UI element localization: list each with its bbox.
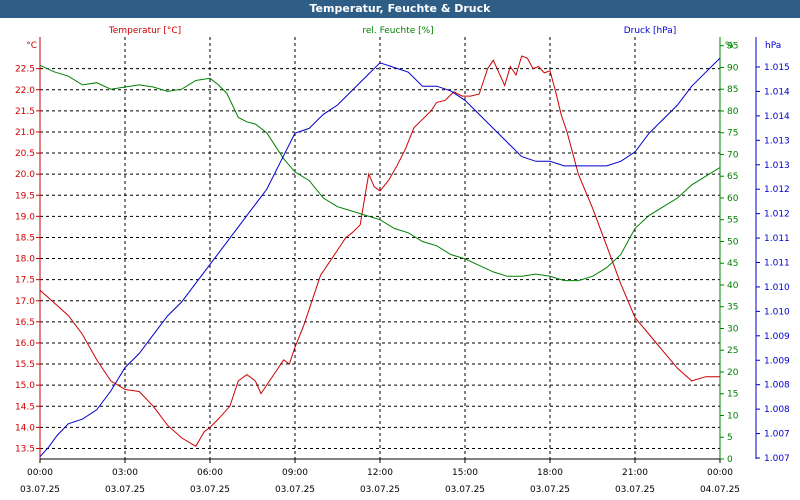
humidity-series-label: rel. Feuchte [%]	[362, 26, 433, 36]
y-right1-unit: %	[725, 41, 734, 51]
x-tick-date: 03.07.25	[20, 485, 60, 495]
x-tick-date: 04.07.25	[700, 485, 740, 495]
y-right2-tick-label: 1.009	[764, 356, 790, 366]
x-tick-time: 06:00	[197, 468, 223, 478]
x-tick-time: 00:00	[27, 468, 53, 478]
y-left-tick-label: 13.5	[15, 444, 35, 454]
x-tick-time: 00:00	[707, 468, 733, 478]
x-tick-date: 03.07.25	[360, 485, 400, 495]
y-right1-tick-label: 35	[727, 303, 738, 313]
y-left-tick-label: 17.5	[15, 276, 35, 286]
y-right2-tick-label: 1.013	[764, 161, 790, 171]
x-tick-date: 03.07.25	[445, 485, 485, 495]
series-temperature-line	[39, 55, 720, 447]
y-left-tick-label: 22.0	[15, 86, 35, 96]
axis-labels: °C% hPa Temperatur [°C] rel. Feuchte [%] Dru…	[26, 26, 781, 51]
y-right1-tick-label: 25	[727, 346, 738, 356]
y-left-tick-label: 21.5	[15, 107, 35, 117]
x-tick-time: 15:00	[452, 468, 478, 478]
y-left-tick-label: 18.5	[15, 233, 35, 243]
x-tick-time: 21:00	[622, 468, 648, 478]
y-right1-tick-label: 55	[727, 216, 738, 226]
series-lines	[39, 55, 721, 458]
x-tick-time: 12:00	[367, 468, 393, 478]
y-left-tick-label: 20.5	[15, 149, 35, 159]
y-right1-tick-label: 5	[727, 433, 733, 443]
x-tick-date: 03.07.25	[530, 485, 570, 495]
y-left-tick-label: 20.0	[15, 170, 35, 180]
series-humidity-line	[39, 64, 721, 282]
y-right2-tick-label: 1.010	[764, 307, 790, 317]
x-tick-date: 03.07.25	[275, 485, 315, 495]
x-tick-date: 03.07.25	[105, 485, 145, 495]
y-right1-tick-label: 10	[727, 411, 739, 421]
y-left-tick-label: 21.0	[15, 128, 35, 138]
y-left-tick-label: 14.0	[15, 423, 35, 433]
y-left-tick-label: 16.5	[15, 318, 35, 328]
x-tick-time: 09:00	[282, 468, 308, 478]
y-right2-tick-label: 1.011	[764, 259, 790, 269]
y-right2-tick-label: 1.011	[764, 234, 790, 244]
y-right1-tick-label: 70	[727, 150, 739, 160]
y-right2-unit: hPa	[765, 41, 781, 51]
y-right2-tick-label: 1.012	[764, 185, 790, 195]
y-left-tick-label: 14.5	[15, 402, 35, 412]
temperature-series-label: Temperatur [°C]	[108, 26, 181, 36]
chart-title: Temperatur, Feuchte & Druck	[0, 0, 800, 18]
y-left-tick-label: 22.5	[15, 65, 35, 75]
y-left-tick-label: 15.0	[15, 381, 35, 391]
axes	[36, 37, 760, 463]
y-left-tick-label: 19.0	[15, 212, 35, 222]
y-right1-tick-label: 80	[727, 107, 739, 117]
y-left-tick-label: 16.0	[15, 339, 35, 349]
y-right2-tick-label: 1.014	[764, 112, 790, 122]
y-right1-tick-label: 60	[727, 194, 739, 204]
y-right1-tick-label: 15	[727, 390, 738, 400]
y-left-tick-label: 17.0	[15, 297, 35, 307]
series-pressure-line	[39, 57, 721, 458]
x-tick-date: 03.07.25	[615, 485, 655, 495]
y-left-tick-label: 18.0	[15, 255, 35, 265]
y-left-unit: °C	[26, 41, 37, 51]
y-right1-tick-label: 65	[727, 172, 738, 182]
y-right2-tick-label: 1.008	[764, 381, 790, 391]
y-right1-tick-label: 50	[727, 237, 739, 247]
y-right1-tick-label: 85	[727, 85, 738, 95]
y-right1-tick-label: 95	[727, 42, 738, 52]
y-right1-tick-label: 30	[727, 324, 739, 334]
y-right1-tick-label: 45	[727, 259, 738, 269]
y-right1-tick-label: 0	[727, 455, 733, 465]
y-right1-tick-label: 75	[727, 129, 738, 139]
y-right2-tick-label: 1.010	[764, 283, 790, 293]
y-right2-tick-label: 1.014	[764, 87, 790, 97]
y-left-tick-label: 15.5	[15, 360, 35, 370]
y-right2-tick-label: 1.007	[764, 454, 790, 464]
y-right1-tick-label: 40	[727, 281, 739, 291]
y-right2-tick-label: 1.008	[764, 405, 790, 415]
pressure-series-label: Druck [hPa]	[624, 26, 677, 36]
x-tick-time: 18:00	[537, 468, 563, 478]
x-tick-time: 03:00	[112, 468, 138, 478]
y-left-tick-label: 19.5	[15, 191, 35, 201]
tick-labels: 00:00 03.07.25 03:00 03.07.25 06:00 03.07.25 0…	[15, 42, 790, 495]
y-right2-tick-label: 1.009	[764, 332, 790, 342]
x-tick-date: 03.07.25	[190, 485, 230, 495]
y-right2-tick-label: 1.013	[764, 136, 790, 146]
y-right1-tick-label: 20	[727, 368, 739, 378]
y-right2-tick-label: 1.007	[764, 430, 790, 440]
grid-lines	[40, 37, 720, 459]
y-right2-tick-label: 1.015	[764, 63, 790, 73]
y-right2-tick-label: 1.012	[764, 210, 790, 220]
y-right1-tick-label: 90	[727, 63, 739, 73]
